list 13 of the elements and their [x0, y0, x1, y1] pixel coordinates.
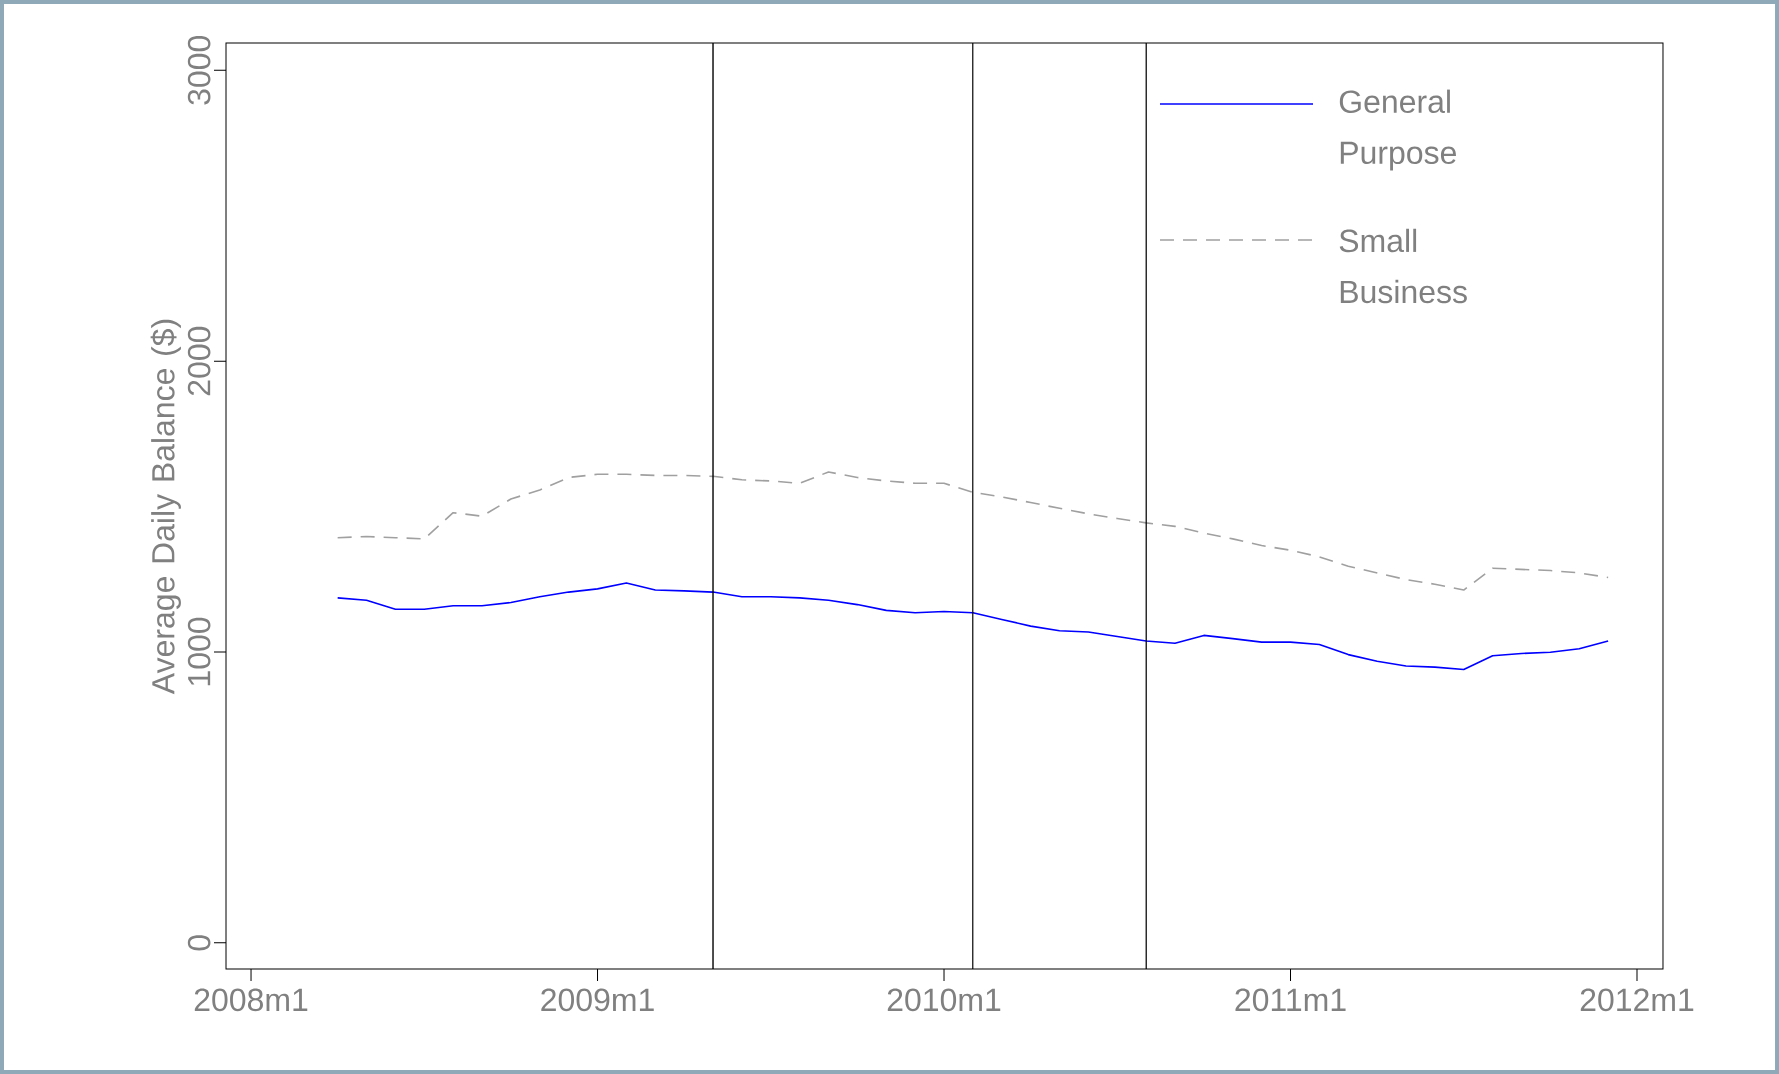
y-tick-label: 0 [187, 935, 211, 951]
y-tick-label: 2000 [187, 326, 211, 396]
legend-label: Small Business [1339, 228, 1467, 304]
y-tick-label: 3000 [187, 36, 211, 105]
x-tick-label: 2011m1 [1235, 988, 1346, 1012]
legend-label: General Purpose [1339, 89, 1456, 171]
y-tick-label: 1000 [187, 617, 211, 686]
line-series [336, 582, 1609, 671]
x-tick-label: 2012m1 [1580, 988, 1694, 1012]
y-axis-title: Average Daily Balance ($) [150, 319, 181, 695]
x-tick-label: 2009m1 [541, 988, 654, 1012]
x-tick-label: 2008m1 [194, 988, 308, 1012]
x-tick-label: 2010m1 [887, 988, 1001, 1012]
